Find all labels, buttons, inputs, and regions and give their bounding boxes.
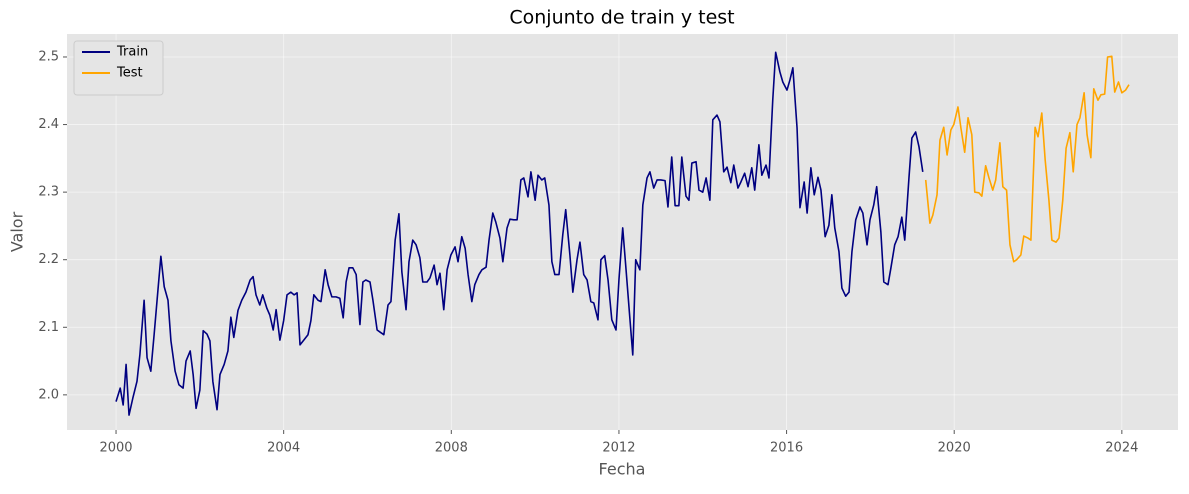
y-tick-label: 2.3 (38, 185, 59, 200)
y-axis-label: Valor (8, 211, 27, 252)
ticks: 2.0 2.1 2.2 2.3 2.4 2.5 2000 2004 2008 2012 2016 20… (38, 49, 1138, 455)
x-axis-label: Fecha (599, 460, 646, 479)
x-tick-label: 2016 (770, 441, 803, 456)
series-line (924, 55, 1130, 263)
y-tick-label: 2.2 (38, 252, 59, 267)
chart-title: Conjunto de train y test (509, 7, 734, 29)
x-tick-label: 2012 (602, 441, 635, 456)
x-tick-label: 2004 (267, 441, 300, 456)
lines (115, 51, 1130, 416)
y-tick-label: 2.0 (38, 387, 59, 402)
x-tick-label: 2000 (99, 441, 132, 456)
x-tick-label: 2024 (1105, 441, 1138, 456)
legend-label: Train (116, 45, 148, 60)
legend-label: Test (116, 66, 143, 81)
grid (67, 34, 1178, 430)
legend-box (73, 40, 164, 96)
x-tick-label: 2008 (435, 441, 468, 456)
x-tick-label: 2020 (938, 441, 971, 456)
y-tick-label: 2.1 (38, 320, 59, 335)
y-tick-label: 2.5 (38, 49, 59, 64)
series-line (115, 51, 924, 416)
legend: Train Test (73, 40, 164, 96)
y-tick-label: 2.4 (38, 117, 59, 132)
